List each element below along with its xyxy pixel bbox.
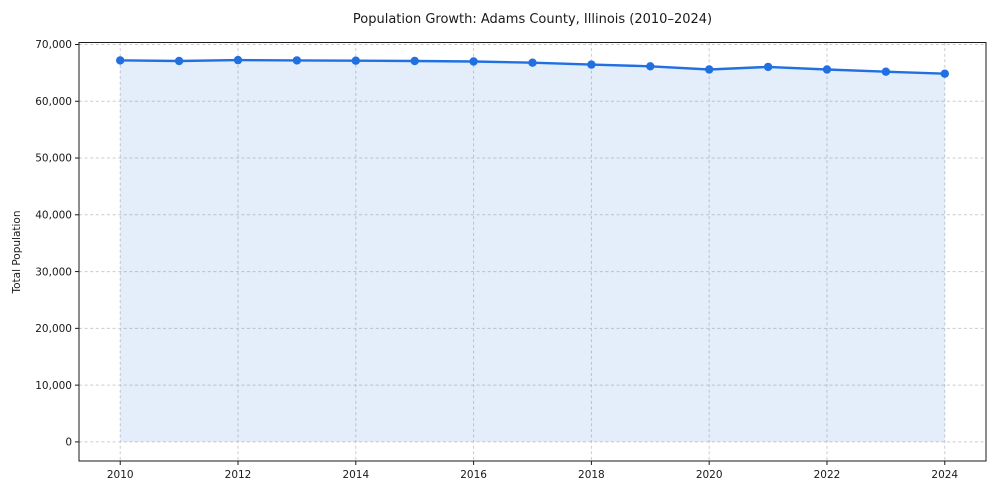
data-point-marker xyxy=(351,56,360,65)
chart-title: Population Growth: Adams County, Illinoi… xyxy=(352,12,713,27)
y-tick-label: 10,000 xyxy=(35,380,72,392)
x-tick-label: 2024 xyxy=(931,469,958,481)
data-point-marker xyxy=(587,60,596,69)
data-point-marker xyxy=(763,62,773,72)
x-tick-label: 2012 xyxy=(225,469,252,481)
data-point-marker xyxy=(528,58,537,67)
x-tick-label: 2020 xyxy=(696,469,723,481)
data-point-marker xyxy=(705,65,714,74)
data-point-marker xyxy=(292,56,302,65)
y-tick-label: 0 xyxy=(65,437,72,449)
x-tick-label: 2014 xyxy=(342,469,369,481)
data-point-marker xyxy=(646,62,655,71)
data-point-marker xyxy=(116,56,125,65)
data-point-marker xyxy=(410,56,419,66)
data-point-marker xyxy=(469,57,478,66)
x-tick-label: 2018 xyxy=(578,469,605,481)
y-tick-label: 30,000 xyxy=(35,266,72,278)
data-point-marker xyxy=(233,55,243,65)
data-point-marker xyxy=(174,56,184,66)
y-tick-label: 40,000 xyxy=(35,210,72,222)
data-point-marker xyxy=(940,69,949,78)
y-tick-label: 50,000 xyxy=(35,153,72,165)
y-tick-label: 60,000 xyxy=(35,96,72,108)
y-tick-label: 20,000 xyxy=(35,323,72,335)
area-fill xyxy=(120,60,945,442)
data-point-marker xyxy=(881,67,891,76)
plot-border xyxy=(78,42,987,462)
x-tick-label: 2016 xyxy=(460,469,487,481)
data-point-marker xyxy=(822,65,832,74)
x-tick-label: 2010 xyxy=(107,469,134,481)
x-tick-label: 2022 xyxy=(814,469,841,481)
y-tick-label: 70,000 xyxy=(35,39,72,51)
